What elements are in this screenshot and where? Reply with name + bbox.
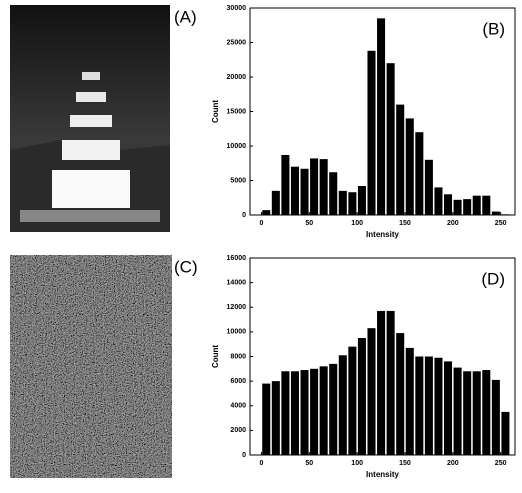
bar [434,187,443,215]
bar [262,210,271,215]
bar [405,347,414,455]
bar [271,381,280,455]
bar [271,190,280,215]
x-tick-label: 0 [260,220,264,227]
y-tick-label: 2000 [230,427,246,434]
y-tick-label: 0 [242,452,246,459]
x-tick-label: 0 [260,460,264,467]
bar [367,50,376,215]
bar [367,328,376,455]
x-tick-label: 150 [399,220,411,227]
bar [300,168,309,215]
x-tick-label: 150 [399,460,411,467]
y-tick-label: 15000 [227,108,247,115]
bar [491,211,500,215]
y-tick-label: 10000 [227,329,247,336]
x-tick-label: 250 [495,220,507,227]
bar [281,371,290,455]
panel-label: (B) [482,19,505,38]
bar [424,159,433,215]
bar [329,363,338,455]
bar [290,166,299,215]
bar [472,195,481,215]
x-tick-label: 200 [447,460,459,467]
x-axis-title: Intensity [366,470,399,479]
y-axis-title: Count [211,100,220,123]
bar [434,357,443,455]
y-tick-label: 25000 [227,39,247,46]
bar [482,195,491,215]
bar [444,361,453,455]
bar [386,310,395,455]
x-tick-label: 100 [351,460,363,467]
y-axis-title: Count [211,345,220,368]
y-tick-label: 6000 [230,378,246,385]
bar [453,367,462,455]
bar [319,159,328,215]
y-tick-label: 5000 [230,177,246,184]
bar [281,154,290,215]
y-tick-label: 4000 [230,403,246,410]
bar [444,194,453,215]
bar [405,118,414,215]
bar [463,371,472,455]
y-tick-label: 0 [242,212,246,219]
bar [472,371,481,455]
y-tick-label: 20000 [227,74,247,81]
bar [396,104,405,215]
y-tick-label: 8000 [230,353,246,360]
bar [396,333,405,455]
bar [491,379,500,455]
y-tick-label: 10000 [227,143,247,150]
x-tick-label: 50 [305,460,313,467]
bar [415,356,424,455]
bar [415,132,424,215]
bar [357,338,366,455]
bar [348,346,357,455]
bar [348,192,357,215]
bar [310,158,319,215]
y-tick-label: 30000 [227,5,247,12]
y-tick-label: 14000 [227,279,247,286]
y-tick-label: 12000 [227,304,247,311]
x-tick-label: 100 [351,220,363,227]
bar [463,199,472,215]
bar [319,366,328,455]
bar [310,368,319,455]
bar [329,172,338,215]
bar [377,18,386,215]
x-tick-label: 50 [305,220,313,227]
image-label: (A) [174,7,197,26]
x-tick-label: 200 [447,220,459,227]
bar [338,190,347,215]
bar [377,310,386,455]
x-tick-label: 250 [495,460,507,467]
bar [386,63,395,216]
bar [453,199,462,215]
x-axis-title: Intensity [366,230,399,239]
bar [424,356,433,455]
photo-pagoda [10,5,170,232]
bar [501,411,510,455]
bar [290,371,299,455]
y-tick-label: 16000 [227,255,247,262]
bar [482,370,491,455]
bar [357,186,366,215]
image-label: (C) [174,257,198,276]
bar [338,355,347,455]
photo-noise [10,255,172,478]
bar [300,370,309,455]
bar [262,383,271,455]
panel-label: (D) [481,269,505,288]
